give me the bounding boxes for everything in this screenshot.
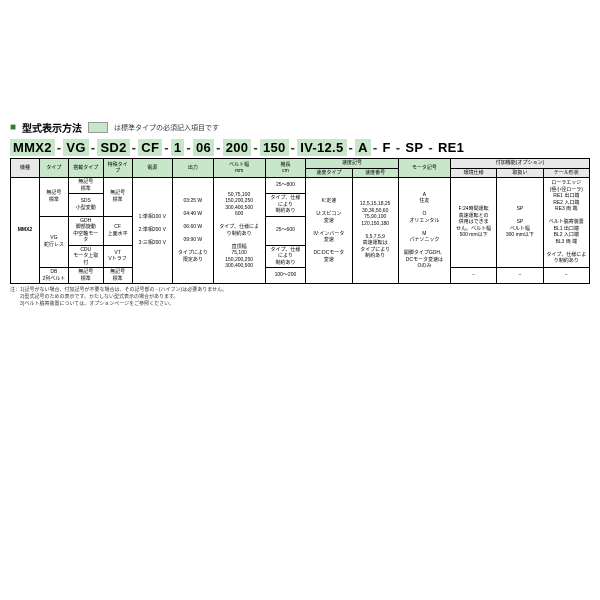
cell-type2: VG蛇行レス [39, 216, 68, 268]
title-bullet: ■ [10, 122, 16, 133]
swatch [88, 122, 108, 133]
cell-type3: DB2列ベルト [39, 268, 68, 284]
hdr-handle: 取扱い [497, 168, 543, 178]
cell-env-dash: − [450, 268, 496, 284]
cell-motor: A住友OオリエンタルMパナソニック開脚タイプGDH、DCモータ変速はOのみ [398, 178, 450, 284]
cell-belt: 50,75,100150,200,250300,400,500600タイプ、仕様… [213, 178, 265, 284]
cell-mount5: 無記号標準 [68, 268, 103, 284]
hdr-speed: 速度記号 [306, 159, 399, 169]
hdr-env: 環境仕様 [450, 168, 496, 178]
hdr-belt: ベルト幅mm [213, 159, 265, 178]
title-row: ■ 型式表示方法 は標準タイプの必須記入項目です [10, 120, 590, 135]
hdr-kishu: 機種 [11, 159, 40, 178]
cell-len2: タイプ、仕様により制約あり [265, 194, 306, 217]
cell-spec1: 無記号標準 [103, 178, 132, 217]
notes: 注：1)記号がない場合、付加記号が不要な場合は、その記号部の - (ハイフン)は… [10, 287, 590, 308]
hdr-len: 機長cm [265, 159, 306, 178]
cell-mount4: CDUモータ上取付 [68, 245, 103, 268]
cell-mount2: SDS小型変動 [68, 194, 103, 217]
hdr-mount: 搭載タイプ [68, 159, 103, 178]
cell-len1: 25〜800 [265, 178, 306, 194]
cell-output: 03:25 W04:40 W06:60 W09:90 Wタイプにより限定あり [173, 178, 214, 284]
hdr-motor: モータ記号 [398, 159, 450, 178]
cell-tail-dash: − [543, 268, 589, 284]
cell-spec4: 無記号標準 [103, 268, 132, 284]
cell-len3: 25〜600 [265, 216, 306, 245]
cell-spec3: VTVトラフ [103, 245, 132, 268]
cell-handle: SPSPベルト幅300 mm以下 [497, 178, 543, 268]
cell-speed-num: 12,5,15,18,2530,36,50,6075,90,100120,150… [352, 178, 398, 284]
cell-power: 1:単相100 V2:単相200 V3:三相200 V [132, 178, 173, 284]
hdr-option: 付加機能(オプション) [450, 159, 589, 169]
spec-table: 機種 タイプ 搭載タイプ 特殊タイプ 電源 出力 ベルト幅mm 機長cm 速度記… [10, 158, 590, 284]
hdr-tail: テール形状 [543, 168, 589, 178]
hdr-speed-num: 速度番号 [352, 168, 398, 178]
hdr-type: タイプ [39, 159, 68, 178]
hdr-output: 出力 [173, 159, 214, 178]
cell-len4: タイプ、仕様により制約あり [265, 245, 306, 268]
cell-tail: ローラエッジ(極小径ローラ)RE1 出口端RE2 入口端RE3 両 端ベルト脇寄… [543, 178, 589, 268]
cell-mount3: GDH脚部旋動中空軸モータ [68, 216, 103, 245]
cell-spec2: CF上面水平 [103, 216, 132, 245]
cell-type1: 無記号標準 [39, 178, 68, 217]
cell-len5: 100〜200 [265, 268, 306, 284]
cell-kishu: MMX2 [11, 178, 40, 284]
model-code: MMX2-VG-SD2-CF-1-06-200-150-IV-12.5-A-F-… [10, 139, 590, 156]
title-text: 型式表示方法 [22, 120, 82, 135]
hdr-spec: 特殊タイプ [103, 159, 132, 178]
cell-handle-dash: − [497, 268, 543, 284]
swatch-note: は標準タイプの必須記入項目です [114, 123, 219, 133]
hdr-speed-type: 速度タイプ [306, 168, 352, 178]
cell-mount1: 無記号標準 [68, 178, 103, 194]
cell-env: F:24時間運転高速運転との併用はできません。ベルト幅500 mm以下 [450, 178, 496, 268]
hdr-power: 電源 [132, 159, 173, 178]
cell-speed-type: K:定速U:スピコン変速IV:インバータ変速DC:DCモータ変速 [306, 178, 352, 284]
